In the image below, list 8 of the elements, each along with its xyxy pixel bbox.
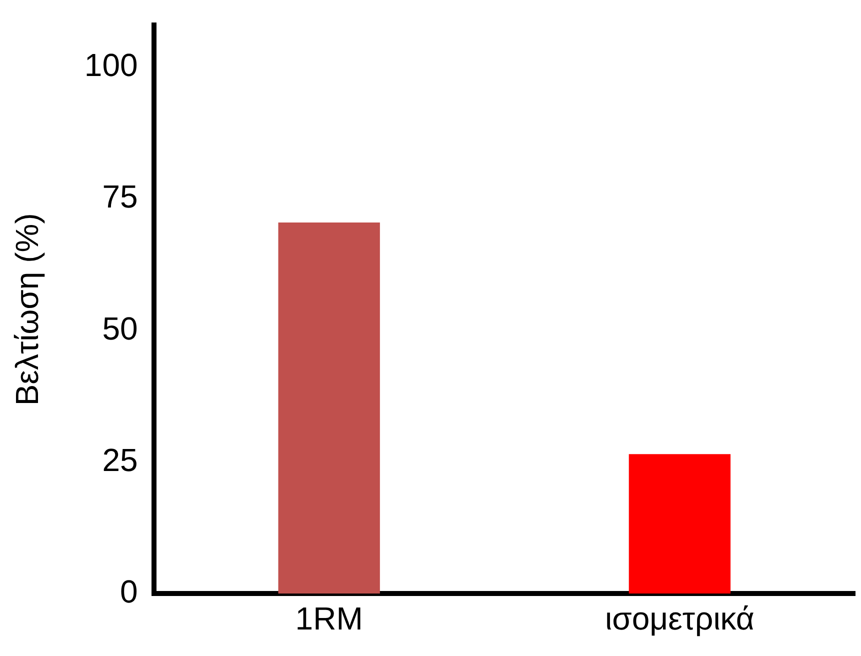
y-tick-label: 100 — [84, 47, 138, 84]
y-tick-label: 25 — [102, 442, 138, 478]
y-axis-title: Βελτίωση (%) — [9, 213, 46, 406]
x-tick-label: 1RM — [295, 600, 363, 637]
y-tick-label: 75 — [102, 178, 138, 215]
x-tick-label: ισομετρικά — [604, 600, 754, 637]
y-tick-label: 0 — [120, 573, 138, 610]
y-tick-label: 50 — [102, 310, 138, 346]
